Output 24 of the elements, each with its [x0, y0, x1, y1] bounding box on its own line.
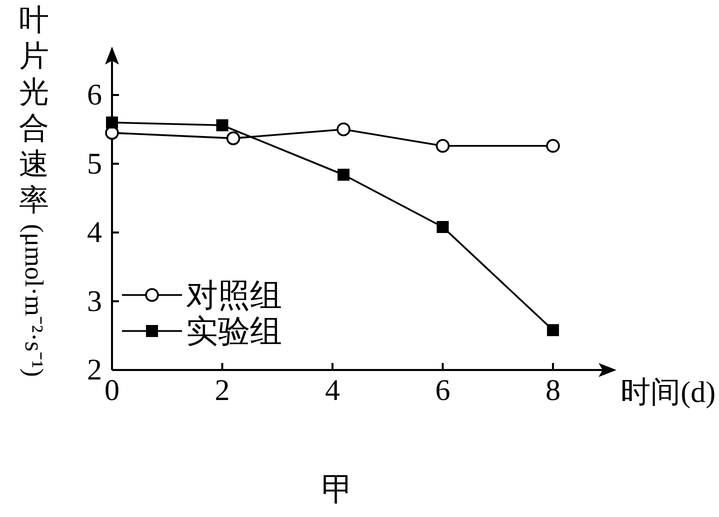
- x-tick-label: 0: [104, 374, 120, 407]
- y-tick-label: 4: [87, 216, 102, 249]
- y-tick-label: 3: [87, 284, 102, 318]
- point: [338, 168, 350, 181]
- x-tick-label: 2: [214, 374, 230, 407]
- legend-label: 实验组: [186, 313, 282, 349]
- y-tick-label: 6: [87, 78, 102, 112]
- y-tick-label: 5: [87, 147, 102, 180]
- y-axis-title: 叶片光合速率(μmol·m⁻²·s⁻¹): [19, 4, 49, 377]
- point: [336, 122, 350, 136]
- point: [546, 324, 559, 336]
- point: [106, 116, 118, 128]
- point: [436, 221, 449, 233]
- y-tick-label: 2: [87, 354, 102, 386]
- point: [216, 119, 228, 132]
- point: [226, 131, 240, 146]
- x-tick-label: 8: [545, 374, 560, 407]
- x-tick-label: 4: [324, 374, 340, 407]
- point: [546, 138, 560, 153]
- x-axis-title: 时间(d): [620, 376, 716, 409]
- x-tick-label: 6: [435, 374, 450, 407]
- legend-label: 对照组: [186, 277, 282, 313]
- point: [436, 138, 450, 153]
- text: 甲: [321, 471, 354, 507]
